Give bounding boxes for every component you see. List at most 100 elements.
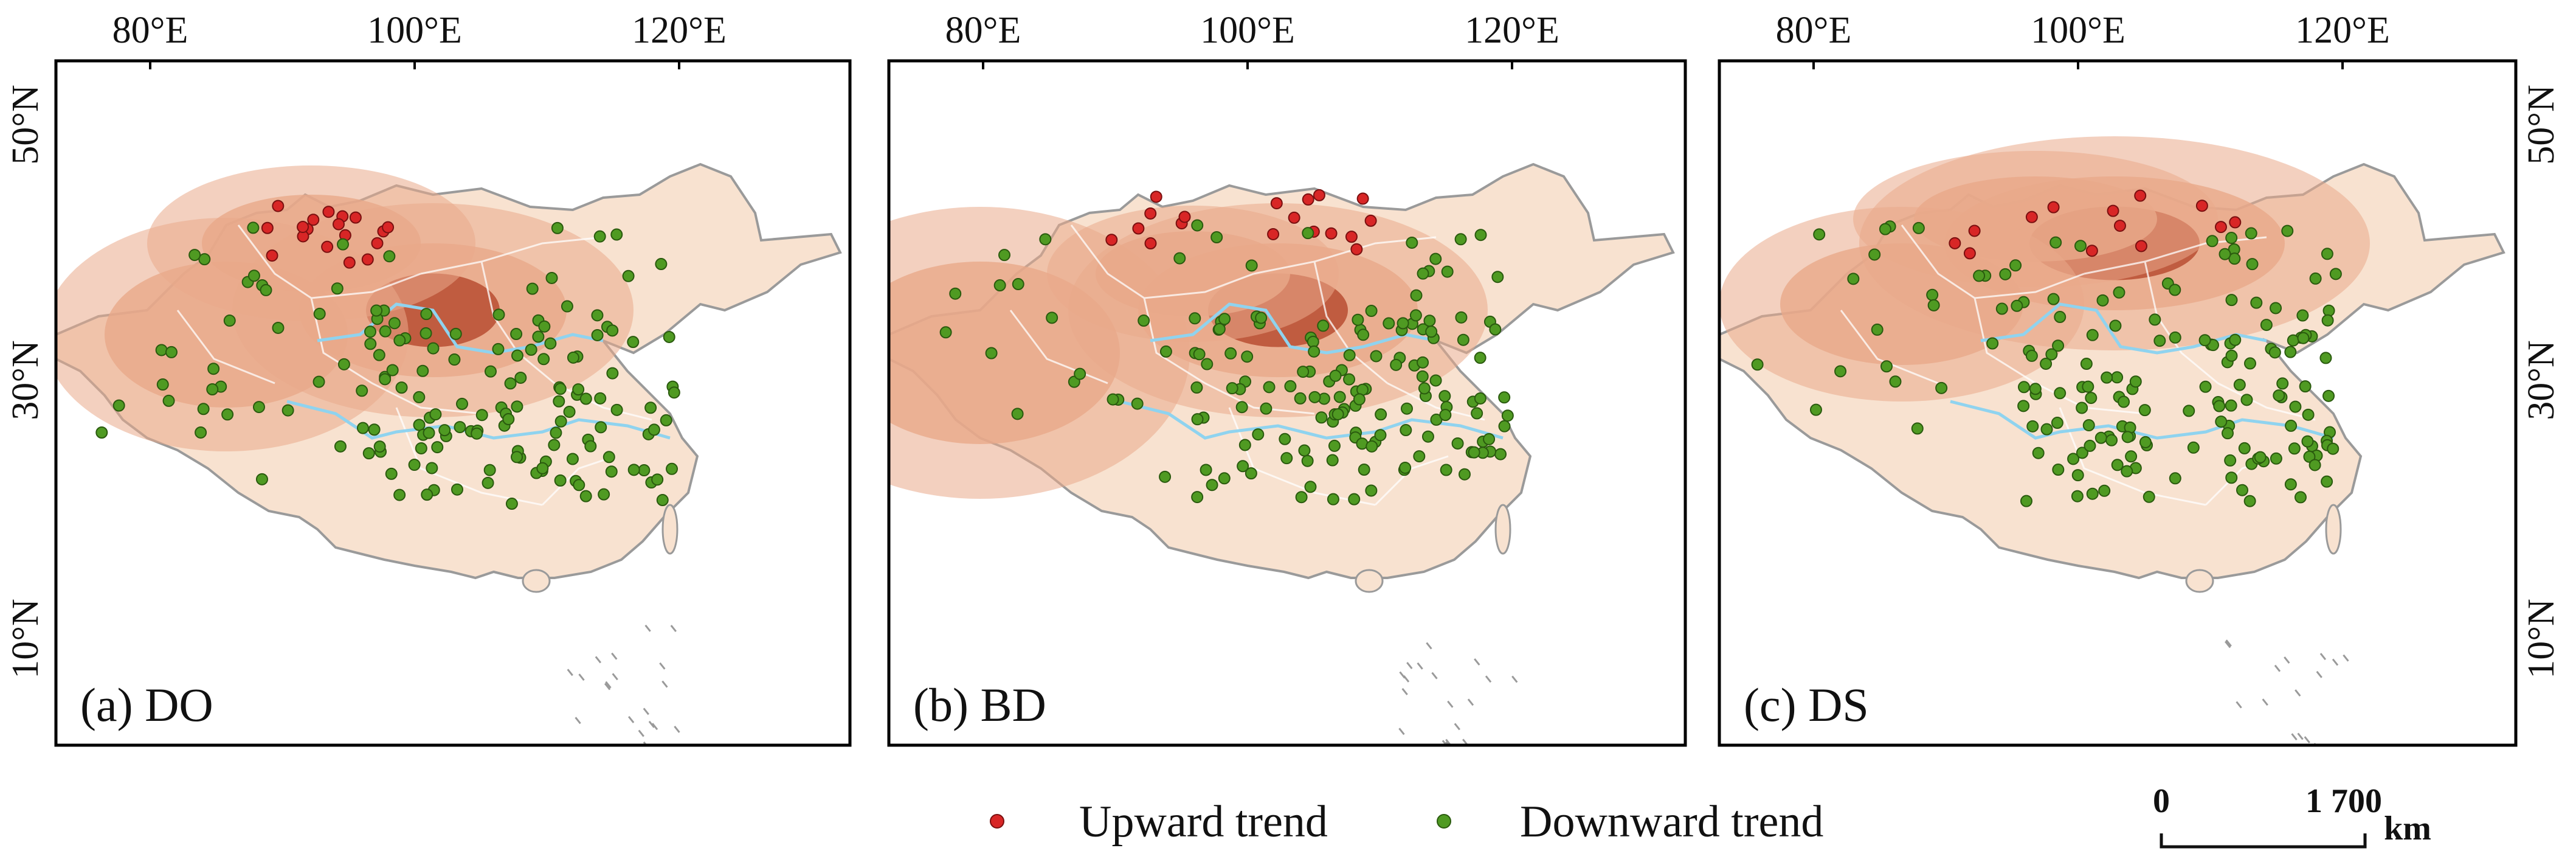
downward-station [1911,422,1924,435]
downward-station [2225,294,2238,307]
downward-station [1425,325,1438,338]
downward-station [544,337,557,350]
downward-station [1331,408,1344,420]
shading-mid [1780,243,2023,365]
downward-station [1012,278,1024,291]
latitude-tick-label-left: 10°N [5,599,46,679]
downward-station [337,358,350,370]
downward-station [598,488,610,501]
downward-station [1353,393,1366,406]
downward-station [1416,370,1429,383]
downward-station [368,423,381,436]
longitude-tick-label: 80°E [945,10,1021,51]
downward-station [2098,484,2111,497]
legend: Upward trend Downward trend [990,797,1823,847]
scale-start-label: 0 [2153,782,2170,820]
downward-station [2018,381,2031,394]
island-dash [1397,783,1402,789]
island-dash [644,624,651,632]
river-yellow [317,302,604,355]
downward-station [188,249,201,262]
upward-station [1313,189,1325,201]
downward-station [1298,444,1311,457]
legend-upward-label: Upward trend [1079,797,1328,847]
shading-mid [1096,231,1290,316]
downward-station [2017,400,2030,412]
downward-station [949,287,962,300]
downward-station [95,426,108,439]
downward-station [551,221,564,234]
longitude-tick-label: 120°E [632,10,727,51]
island-dash [672,776,677,782]
islands [1355,504,1518,789]
island-dash [2232,754,2237,760]
downward-station [566,453,579,465]
downward-station [156,378,169,391]
downward-station [195,426,207,439]
downward-station [2125,450,2138,463]
downward-station [536,462,549,474]
upward-station [2107,204,2119,217]
border-line [1374,455,1449,506]
downward-station [2289,400,2302,413]
downward-station [2101,371,2113,384]
downward-station [1297,366,1310,378]
downward-station [1491,271,1504,283]
downward-station [1235,401,1248,414]
downward-station [331,282,344,295]
island-dash [604,683,611,690]
downward-station [1357,328,1370,341]
island-dash [648,720,655,728]
downward-station [1252,428,1265,441]
downward-station [1304,481,1317,493]
panel-title: (b) BD [913,678,1046,731]
downward-station [2213,400,2226,412]
downward-station [2296,309,2309,322]
island-dash [2319,653,2327,661]
upward-station [2047,201,2060,214]
downward-station [644,401,657,414]
downward-station [1191,413,1204,426]
upward-station [307,214,320,226]
island-dash [606,757,611,763]
downward-station [668,386,680,399]
downward-station [2138,404,2151,417]
latitude-tick-label-left: 30°N [5,340,46,420]
downward-station [1173,252,1186,265]
downward-station [2225,232,2238,245]
downward-station [1494,448,1507,461]
downward-station [1421,430,1434,443]
longitude-tick-label: 100°E [2031,10,2125,51]
downward-station [2321,314,2334,327]
downward-station [1926,288,1939,301]
upward-station [2195,200,2208,212]
island-dash [1426,642,1432,650]
downward-station [162,394,175,407]
border-line [554,382,652,421]
downward-station [2074,240,2087,252]
downward-station [1423,315,1436,327]
downward-station [2284,346,2297,358]
downward-station [1260,402,1272,415]
downward-station [606,324,619,337]
island-dash [659,662,666,670]
downward-station [492,342,505,355]
downward-station [2052,339,2065,352]
downward-station [647,423,660,436]
downward-station [471,427,483,440]
downward-station [655,258,668,271]
downward-station [663,330,675,343]
downward-station [1474,392,1487,405]
island-dash [1431,672,1438,680]
downward-station [1973,269,1986,282]
upward-station [1150,190,1162,203]
border-line [1009,310,1108,384]
upward-station [1132,222,1145,235]
island-dash [2293,811,2298,817]
downward-station [1237,460,1249,473]
downward-station [1206,479,1218,492]
downward-station [1213,322,1226,335]
downward-station [2270,302,2282,315]
downward-station [395,381,408,394]
downward-station [1935,381,1948,394]
